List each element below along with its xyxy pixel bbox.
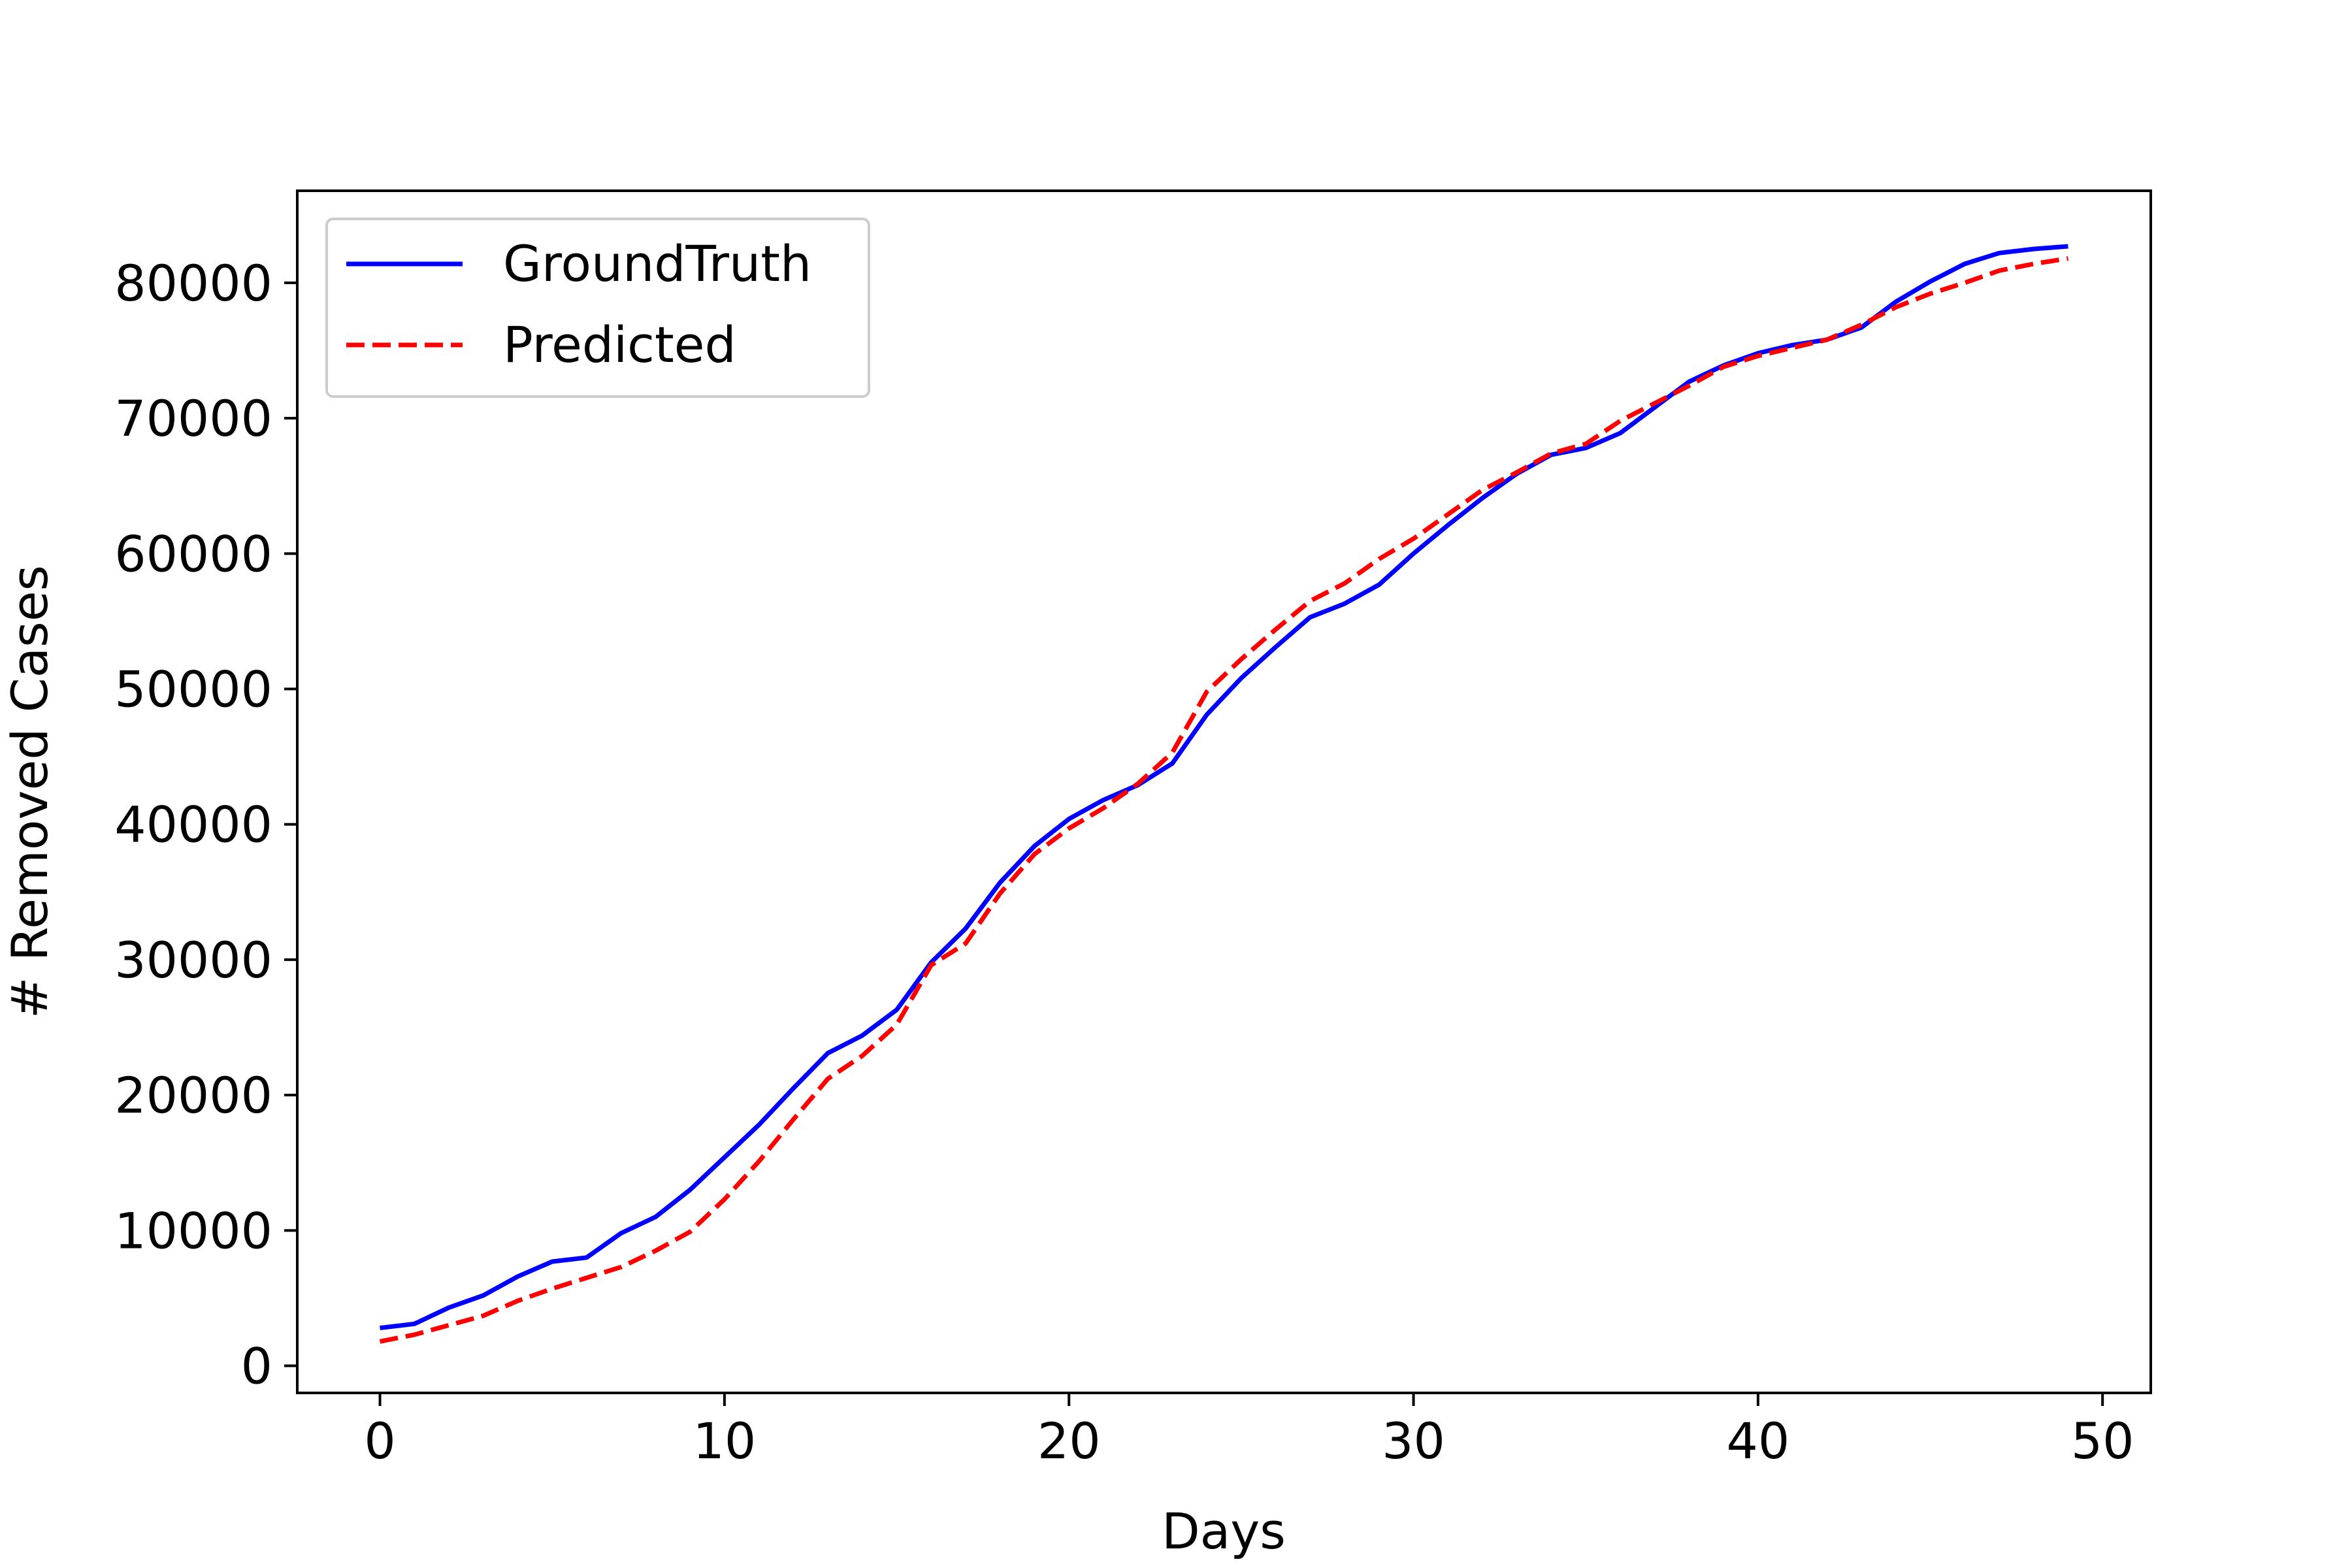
y-tick-label: 0 [241, 1337, 272, 1396]
y-tick-label: 60000 [114, 525, 272, 583]
y-axis-title: # Removed Cases [1, 565, 59, 1019]
legend-label-predicted: Predicted [503, 316, 736, 374]
x-tick-label: 40 [1726, 1412, 1789, 1470]
y-axis: 0 10000 20000 30000 40000 50000 60000 70000 8000… [114, 254, 297, 1396]
y-tick-label: 80000 [114, 254, 272, 312]
y-tick-label: 10000 [114, 1201, 272, 1260]
x-tick-label: 20 [1037, 1412, 1101, 1470]
y-tick-label: 50000 [114, 661, 272, 719]
series-line-groundtruth [380, 244, 2068, 1331]
legend: GroundTruth Predicted [325, 218, 870, 398]
y-tick-label: 20000 [114, 1066, 272, 1124]
series-line-predicted [379, 256, 2068, 1344]
x-tick-label: 0 [364, 1412, 395, 1470]
y-tick-label: 30000 [114, 931, 272, 989]
x-axis-title: Days [1162, 1502, 1286, 1560]
x-axis: 0 10 20 30 40 50 [364, 1393, 2134, 1470]
x-tick-label: 50 [2071, 1412, 2134, 1470]
x-tick-label: 30 [1382, 1412, 1445, 1470]
plot-area-frame [296, 189, 2152, 1394]
series-layer [379, 244, 2068, 1344]
y-tick-label: 40000 [114, 796, 272, 854]
x-tick-label: 10 [693, 1412, 757, 1470]
y-tick-label: 70000 [114, 389, 272, 448]
legend-label-groundtruth: GroundTruth [503, 235, 811, 293]
